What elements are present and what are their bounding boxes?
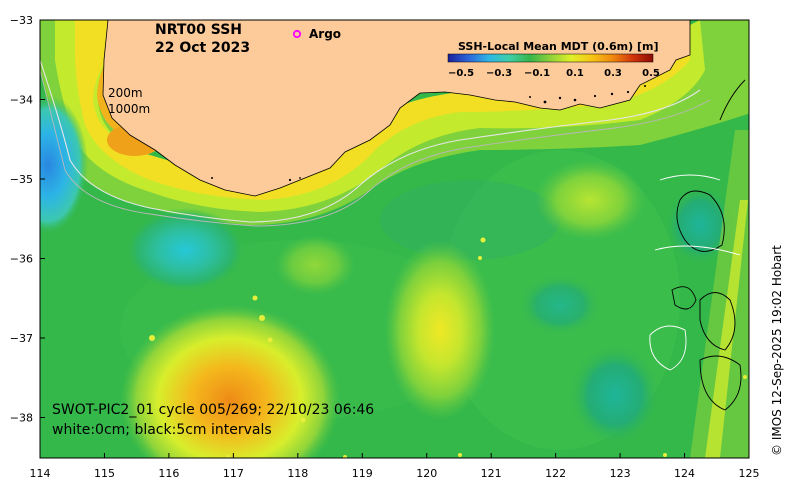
contour-label-1000m: 1000m — [108, 102, 150, 116]
y-tick-label: −35 — [10, 173, 33, 186]
x-tick-label: 115 — [94, 467, 115, 480]
swot-swath — [690, 130, 749, 458]
x-axis: 114 115 116 117 118 119 120 121 122 123 124 125 — [30, 453, 760, 480]
colorbar-title: SSH-Local Mean MDT (0.6m) [m] — [458, 40, 658, 53]
cold-eddy — [520, 275, 600, 335]
warm-eddy — [385, 240, 495, 420]
credit-text: © IMOS 12-Sep-2025 19:02 Hobart — [770, 245, 784, 456]
colorbar-tick-label: 0.5 — [642, 68, 660, 79]
y-tick-label: −33 — [10, 14, 33, 27]
colorbar: SSH-Local Mean MDT (0.6m) [m] −0.5 −0.3 −0… — [447, 40, 660, 79]
x-tick-label: 124 — [674, 467, 695, 480]
argo-marker-icon — [292, 29, 302, 39]
contour-interval-info: white:0cm; black:5cm intervals — [52, 422, 272, 438]
bathymetry-200m — [40, 59, 701, 223]
colorbar-tick-label: −0.1 — [524, 68, 550, 79]
y-tick-label: −37 — [10, 332, 33, 345]
colorbar-tick-label: 0.1 — [566, 68, 584, 79]
plot-border — [39, 19, 750, 459]
ssh-contours — [649, 79, 746, 411]
swot-swath — [705, 200, 748, 458]
contour-label-200m: 200m — [108, 86, 143, 100]
sea-anomaly-band — [380, 180, 560, 260]
x-tick-label: 123 — [610, 467, 631, 480]
swot-pass-info: SWOT-PIC2_01 cycle 005/269; 22/10/23 06:… — [52, 402, 374, 418]
ssh-field — [40, 20, 749, 458]
warm-eddy — [120, 305, 340, 458]
colorbar-ticks: −0.5 −0.3 −0.1 0.1 0.3 0.5 — [448, 68, 660, 79]
colorbar-gradient — [447, 53, 654, 63]
x-tick-label: 125 — [739, 467, 760, 480]
x-tick-label: 117 — [223, 467, 244, 480]
cold-eddy — [40, 95, 88, 235]
cold-eddy — [570, 345, 660, 445]
land-mass — [102, 20, 691, 197]
colorbar-tick-label: 0.3 — [604, 68, 622, 79]
map-date: 22 Oct 2023 — [155, 40, 250, 56]
y-tick-label: −36 — [10, 253, 33, 266]
x-tick-label: 114 — [30, 467, 51, 480]
warm-eddy — [535, 160, 645, 240]
coastal-islands — [211, 85, 646, 182]
x-tick-label: 118 — [287, 467, 308, 480]
x-tick-label: 120 — [416, 467, 437, 480]
colorbar-tick-label: −0.5 — [448, 68, 474, 79]
y-axis: −33 −34 −35 −36 −37 −38 — [10, 14, 45, 425]
observation-points — [149, 237, 747, 458]
y-tick-label: −38 — [10, 412, 33, 425]
colorbar-tick-label: −0.3 — [486, 68, 512, 79]
x-tick-label: 122 — [545, 467, 566, 480]
bathymetry-1000m — [40, 69, 711, 227]
x-tick-label: 119 — [352, 467, 373, 480]
argo-label: Argo — [309, 27, 341, 41]
cold-eddy — [125, 208, 245, 292]
x-tick-label: 121 — [481, 467, 502, 480]
x-tick-label: 116 — [158, 467, 179, 480]
warm-eddy — [275, 235, 355, 295]
map-title: NRT00 SSH — [155, 22, 242, 38]
y-tick-label: −34 — [10, 94, 33, 107]
